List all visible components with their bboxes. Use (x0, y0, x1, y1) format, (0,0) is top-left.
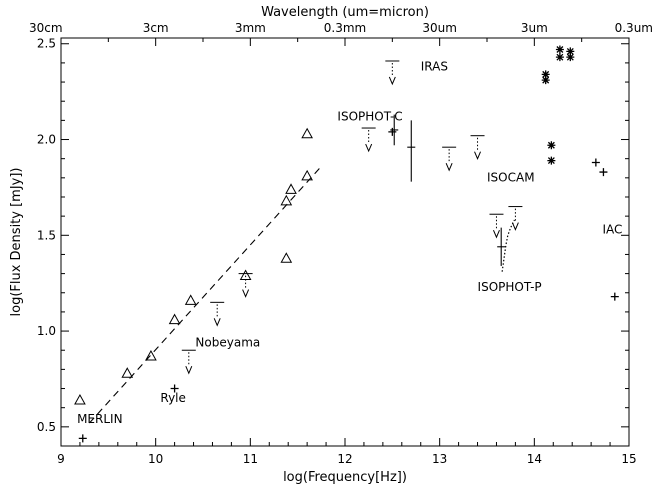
asterisk-point (547, 156, 556, 165)
instrument-annotations: MERLIN Ryle Nobeyama IRAS ISOPHOT-C ISOCAM ISO… (77, 60, 622, 426)
top-tick-label: 3cm (143, 21, 169, 35)
y-tick-label: 2.5 (37, 37, 56, 51)
triangle-point (121, 367, 134, 378)
y-tick-label: 1.5 (37, 228, 56, 242)
top-tick-label: 3um (521, 21, 548, 35)
y-tick-label: 0.5 (37, 420, 56, 434)
top-tick-label: 3mm (235, 21, 266, 35)
annotation-label: ISOPHOT-C (337, 109, 402, 123)
dotted-spectrum-curve (501, 219, 515, 272)
upper-limit-v (474, 151, 481, 160)
plus-point (388, 127, 397, 136)
plus-point (170, 384, 179, 393)
y-tick-label: 2.0 (37, 133, 56, 147)
x-tick-label: 9 (57, 452, 65, 466)
annotation-label: IAC (602, 222, 622, 236)
annotation-label: ISOPHOT-P (478, 280, 542, 294)
x-tick-label: 12 (337, 452, 352, 466)
data-marks (74, 45, 619, 443)
triangle-point (168, 313, 181, 325)
upper-limit-v (511, 222, 519, 231)
annotation-label: MERLIN (77, 412, 122, 426)
x-axis-title: log(Frequency[Hz]) (283, 470, 407, 485)
y-axis-title: log(Flux Density [mJy]) (9, 167, 24, 316)
x-tick-label: 15 (621, 452, 636, 466)
asterisk-point (541, 76, 550, 85)
upper-limit-v (365, 143, 373, 153)
asterisk-point (555, 45, 564, 54)
top-axis-title: Wavelength (um=micron) (261, 5, 429, 20)
asterisk-point (541, 70, 550, 79)
x-tick-label: 14 (527, 452, 542, 466)
y-tick-label: 1.0 (37, 324, 56, 338)
annotation-label: ISOCAM (487, 171, 535, 185)
upper-limit-v (493, 230, 500, 239)
triangle-point (301, 127, 313, 139)
x-tick-label: 13 (432, 452, 447, 466)
asterisk-point (547, 141, 556, 150)
asterisk-point (566, 47, 575, 56)
top-tick-label: 0.3um (615, 21, 653, 35)
upper-limit-v (242, 289, 250, 298)
triangle-point (285, 183, 297, 194)
plus-point (610, 292, 619, 301)
triangle-point (280, 252, 293, 263)
triangle-point (239, 269, 252, 281)
x-tick-label: 11 (243, 452, 258, 466)
plus-point (599, 168, 608, 177)
plus-point (78, 434, 87, 443)
annotation-label: Nobeyama (195, 335, 260, 349)
triangle-point (74, 393, 86, 405)
upper-limit-v (213, 318, 221, 327)
top-tick-label: 30cm (29, 21, 63, 35)
fit-line (88, 165, 322, 424)
dashed-fit-line (88, 165, 322, 424)
upper-limit-v (388, 76, 396, 86)
upper-limit-v (445, 162, 453, 172)
x-tick-label: 10 (148, 452, 163, 466)
upper-limit-v (185, 366, 193, 375)
top-tick-label: 30um (422, 21, 457, 35)
triangle-point (145, 349, 157, 361)
plus-point (591, 158, 600, 167)
asterisk-point (566, 53, 575, 62)
annotation-label: IRAS (421, 60, 448, 74)
triangle-point (280, 194, 293, 206)
tick-labels: 9 10 11 12 13 14 15 0.5 1.0 1.5 2.0 2.5 30cm 3cm 3mm 0.… (29, 21, 653, 466)
plot-frame (60, 37, 630, 447)
top-tick-label: 0.3mm (324, 21, 366, 35)
triangle-point (301, 169, 313, 181)
asterisk-point (555, 53, 564, 62)
axis-ticks (60, 38, 630, 447)
annotation-label: Ryle (160, 391, 186, 405)
triangle-point (184, 294, 197, 305)
